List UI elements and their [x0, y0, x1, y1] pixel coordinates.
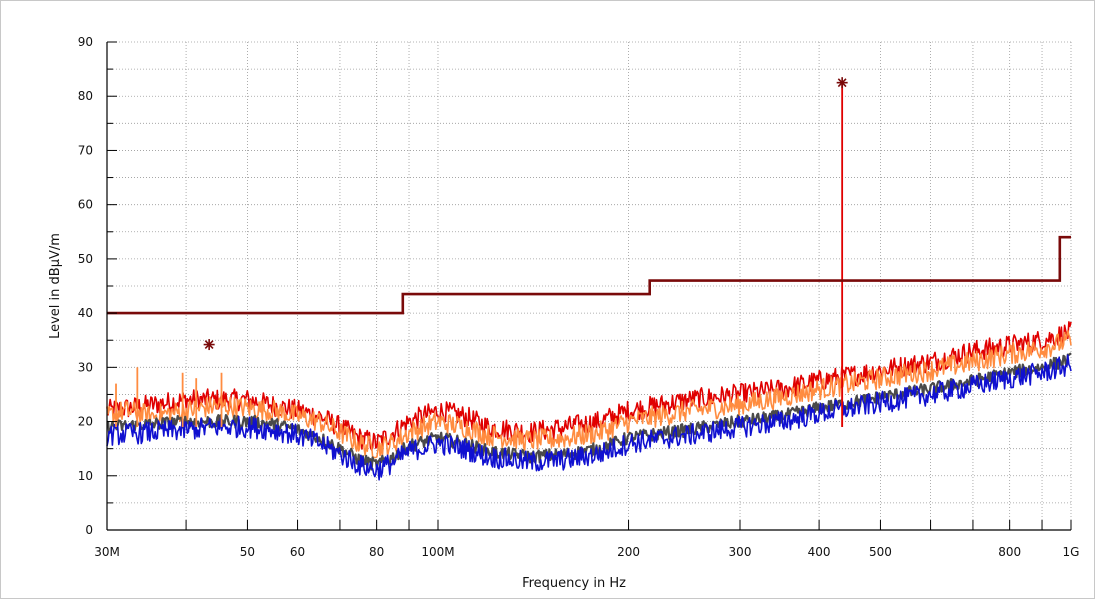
traces — [106, 82, 1072, 481]
y-tick-labels: 0 10 20 30 40 50 60 70 80 90 — [78, 35, 93, 537]
y-tick-label: 0 — [85, 523, 93, 537]
x-tick-label: 60 — [290, 545, 305, 559]
peak-marker — [203, 339, 215, 351]
peak-markers — [203, 77, 848, 351]
series-line-4 — [106, 354, 1072, 481]
x-tick-labels: 30M 50 60 80 100M 200 300 400 500 800 1G — [94, 545, 1079, 559]
x-tick-label: 80 — [369, 545, 384, 559]
limit-line — [107, 235, 1071, 315]
y-tick-label: 90 — [78, 35, 93, 49]
limit-line-group — [107, 235, 1071, 315]
marker-stroke — [204, 340, 214, 349]
y-tick-label: 30 — [78, 360, 93, 374]
x-tick-label: 1G — [1063, 545, 1080, 559]
x-tick-label: 500 — [869, 545, 892, 559]
y-tick-label: 20 — [78, 415, 93, 429]
axes — [106, 41, 1072, 531]
y-axis-title: Level in dBµV/m — [48, 233, 63, 339]
y-tick-label: 60 — [78, 198, 93, 212]
y-tick-label: 10 — [78, 469, 93, 483]
x-tick-label: 300 — [729, 545, 752, 559]
x-tick-label: 100M — [421, 545, 454, 559]
marker-stroke — [837, 78, 847, 88]
x-tick-label: 800 — [998, 545, 1021, 559]
y-tick-label: 70 — [78, 143, 93, 157]
x-tick-label: 30M — [94, 545, 120, 559]
x-axis-title: Frequency in Hz — [522, 576, 626, 591]
y-tick-label: 50 — [78, 252, 93, 266]
grid — [106, 41, 1072, 531]
y-tick-label: 40 — [78, 306, 93, 320]
x-tick-label: 200 — [617, 545, 640, 559]
peak-marker — [836, 77, 848, 89]
series-line-2 — [106, 329, 1072, 459]
x-tick-label: 50 — [240, 545, 255, 559]
y-tick-label: 80 — [78, 89, 93, 103]
x-tick-label: 400 — [808, 545, 831, 559]
